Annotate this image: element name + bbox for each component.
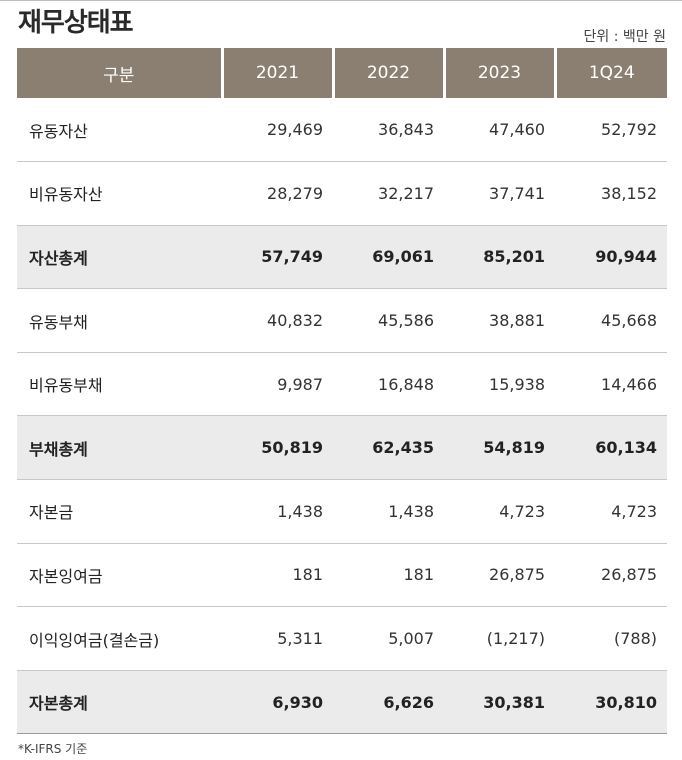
- row-value: 90,944: [595, 247, 657, 267]
- row-value: 38,152: [601, 183, 657, 203]
- row-value: 30,810: [595, 692, 657, 712]
- row-value: 69,061: [372, 247, 434, 267]
- row-value: 60,134: [595, 438, 657, 458]
- header-1q24: 1Q24: [553, 48, 667, 98]
- row-value: 9,987: [277, 374, 323, 394]
- row-value: 32,217: [378, 183, 434, 203]
- header-2023: 2023: [442, 48, 555, 98]
- row-label: 자본금: [29, 503, 74, 523]
- footnote: *K-IFRS 기준: [18, 742, 88, 756]
- row-label: 비유동자산: [29, 185, 103, 205]
- row-value: 57,749: [261, 247, 323, 267]
- row-value: 47,460: [489, 120, 545, 140]
- balance-sheet-table: 구분 2021 2022 2023 1Q24 유동자산 29,469 36,843 4…: [17, 48, 667, 734]
- row-value: 1,438: [388, 501, 434, 521]
- header-category: 구분: [17, 48, 222, 98]
- row-value: 26,875: [601, 565, 657, 585]
- row-value: 45,586: [378, 311, 434, 331]
- row-label: 자본잉여금: [29, 566, 103, 586]
- unit-label: 단위 : 백만 원: [583, 29, 666, 45]
- header-row: 구분 2021 2022 2023 1Q24: [17, 48, 667, 98]
- table-row: 비유동자산 28,279 32,217 37,741 38,152: [17, 162, 667, 226]
- row-value: 40,832: [267, 311, 323, 331]
- row-value: 85,201: [483, 247, 545, 267]
- top-rule: [0, 0, 682, 1]
- total-row: 부채총계 50,819 62,435 54,819 60,134: [17, 415, 667, 480]
- row-value: 26,875: [489, 565, 545, 585]
- row-value: 28,279: [267, 183, 323, 203]
- row-label: 유동자산: [29, 121, 88, 141]
- row-value: (1,217): [486, 629, 545, 649]
- row-value: 4,723: [499, 501, 545, 521]
- row-value: 54,819: [483, 438, 545, 458]
- header-2022: 2022: [331, 48, 444, 98]
- row-value: 181: [292, 565, 323, 585]
- table-row: 자본잉여금 181 181 26,875 26,875: [17, 543, 667, 607]
- row-value: 15,938: [489, 374, 545, 394]
- table-body: 유동자산 29,469 36,843 47,460 52,792 비유동자산 28,279 3…: [17, 98, 667, 734]
- row-value: 37,741: [489, 183, 545, 203]
- table-header: 구분 2021 2022 2023 1Q24: [17, 48, 667, 98]
- row-value: 16,848: [378, 374, 434, 394]
- row-value: 6,930: [272, 692, 323, 712]
- row-value: 181: [403, 565, 434, 585]
- table-row: 유동부채 40,832 45,586 38,881 45,668: [17, 289, 667, 353]
- row-label: 비유동부채: [29, 376, 103, 396]
- row-label: 유동부채: [29, 312, 88, 332]
- row-label: 이익잉여금(결손금): [29, 630, 160, 650]
- row-label: 부채총계: [29, 439, 88, 459]
- row-value: 30,381: [483, 692, 545, 712]
- row-value: 62,435: [372, 438, 434, 458]
- row-value: 6,626: [383, 692, 434, 712]
- row-value: 5,311: [277, 629, 323, 649]
- total-row: 자산총계 57,749 69,061 85,201 90,944: [17, 225, 667, 289]
- row-value: 4,723: [611, 501, 657, 521]
- row-value: 1,438: [277, 501, 323, 521]
- page-title: 재무상태표: [18, 8, 134, 38]
- table-row: 자본금 1,438 1,438 4,723 4,723: [17, 480, 667, 544]
- header-2021: 2021: [220, 48, 333, 98]
- row-label: 자본총계: [29, 694, 88, 714]
- row-value: 36,843: [378, 120, 434, 140]
- row-value: 5,007: [388, 629, 434, 649]
- table-row: 이익잉여금(결손금) 5,311 5,007 (1,217) (788): [17, 607, 667, 671]
- row-value: 38,881: [489, 311, 545, 331]
- table-row: 유동자산 29,469 36,843 47,460 52,792: [17, 98, 667, 162]
- row-value: (788): [613, 629, 657, 649]
- row-value: 52,792: [601, 120, 657, 140]
- row-value: 14,466: [601, 374, 657, 394]
- row-label: 자산총계: [29, 248, 88, 268]
- table-row: 비유동부채 9,987 16,848 15,938 14,466: [17, 352, 667, 416]
- row-value: 29,469: [267, 120, 323, 140]
- total-row: 자본총계 6,930 6,626 30,381 30,810: [17, 670, 667, 734]
- row-value: 50,819: [261, 438, 323, 458]
- row-value: 45,668: [601, 311, 657, 331]
